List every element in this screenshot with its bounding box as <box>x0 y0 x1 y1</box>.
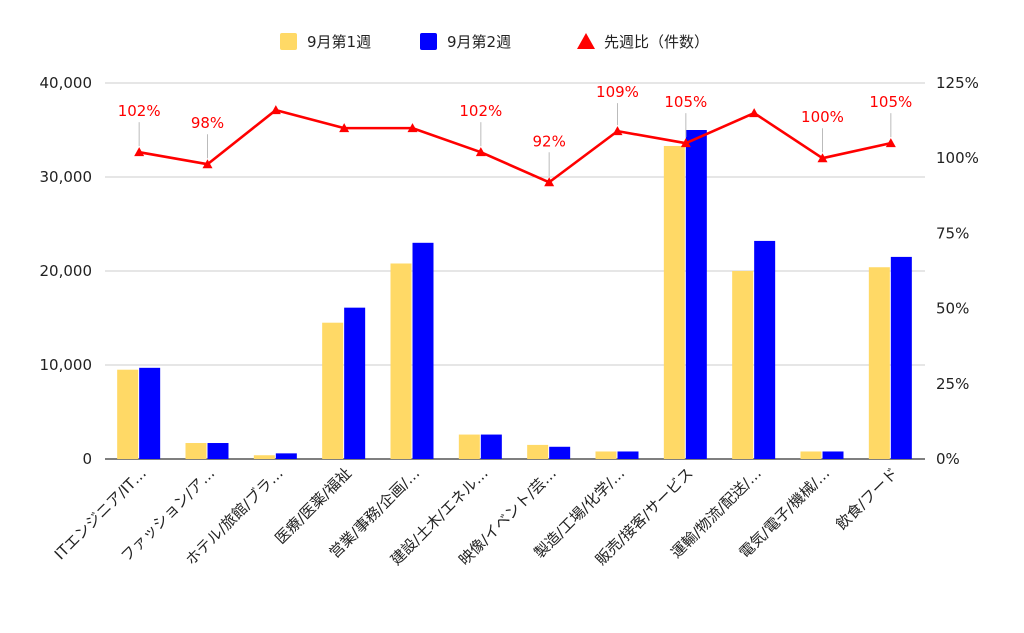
point-label: 92% <box>532 132 565 150</box>
ratio-line-path <box>138 108 892 184</box>
bar-1-5 <box>458 434 480 459</box>
ratio-point <box>885 138 896 148</box>
ratio-point <box>544 177 555 187</box>
y-right-tick-label: 125% <box>936 74 979 92</box>
point-label: 105% <box>664 93 707 111</box>
legend-label-1: 9月第1週 <box>307 33 371 51</box>
ratio-point <box>202 159 213 169</box>
legend-label-3: 先週比（件数） <box>604 33 709 51</box>
bar-2-8 <box>685 130 707 459</box>
bar-2-6 <box>549 446 571 459</box>
bar-1-11 <box>868 267 890 459</box>
bar-2-3 <box>344 307 366 459</box>
bar-2-2 <box>275 453 297 459</box>
ratio-point <box>680 138 691 148</box>
bar-1-0 <box>117 369 139 459</box>
bar-1-8 <box>663 145 685 460</box>
point-label: 105% <box>869 93 912 111</box>
y-axis-left: 0 10,000 20,000 30,000 40,000 <box>40 74 93 468</box>
bar-1-1 <box>185 443 207 459</box>
ratio-point <box>134 147 145 157</box>
bar-1-10 <box>800 451 822 459</box>
y-right-tick-label: 75% <box>936 224 969 242</box>
ratio-point <box>339 123 350 133</box>
bar-1-7 <box>595 451 617 459</box>
ratio-point <box>612 126 623 136</box>
bar-1-9 <box>732 271 754 459</box>
bar-2-9 <box>754 240 776 459</box>
bars <box>117 130 912 460</box>
bar-2-11 <box>890 256 912 459</box>
point-label: 100% <box>801 108 844 126</box>
legend-label-2: 9月第2週 <box>447 33 511 51</box>
y-left-tick-label: 10,000 <box>40 356 93 374</box>
ratio-point <box>475 147 486 157</box>
bar-2-1 <box>207 443 229 459</box>
y-left-tick-label: 30,000 <box>40 168 93 186</box>
ratio-point <box>407 123 418 133</box>
y-left-tick-label: 20,000 <box>40 262 93 280</box>
bar-2-5 <box>480 434 502 459</box>
y-axis-right: 0% 25% 50% 75% 100% 125% <box>936 74 979 468</box>
y-right-tick-label: 0% <box>936 450 960 468</box>
ratio-point <box>749 108 760 118</box>
bar-1-4 <box>390 263 412 459</box>
x-axis-labels: ITエンジニア/IT…ファッション/ア…ホテル/旅館/ブラ…医療/医薬/福祉営業… <box>51 464 902 569</box>
bar-1-6 <box>527 444 549 459</box>
ratio-point <box>270 105 281 115</box>
bar-2-10 <box>822 451 844 459</box>
point-label: 102% <box>118 102 161 120</box>
bar-1-2 <box>253 455 275 459</box>
y-right-tick-label: 50% <box>936 300 969 318</box>
legend: 9月第1週 9月第2週 先週比（件数） <box>280 33 709 51</box>
point-label: 109% <box>596 83 639 101</box>
point-label: 102% <box>459 102 502 120</box>
legend-swatch-1 <box>280 33 297 50</box>
point-label: 98% <box>191 114 224 132</box>
legend-marker-3 <box>577 33 595 49</box>
bar-2-0 <box>139 367 161 459</box>
bar-2-4 <box>412 242 434 459</box>
y-right-tick-label: 25% <box>936 375 969 393</box>
gridlines <box>105 82 925 460</box>
y-left-tick-label: 40,000 <box>40 74 93 92</box>
bar-1-3 <box>322 322 344 459</box>
category-label: 飲食/フード <box>832 464 901 533</box>
bar-2-7 <box>617 451 639 459</box>
ratio-point <box>817 153 828 163</box>
y-left-tick-label: 0 <box>82 450 92 468</box>
legend-swatch-2 <box>420 33 437 50</box>
ratio-line: 102% 98% 102% 92% 109% 105% 100% 105% <box>118 83 912 187</box>
y-right-tick-label: 100% <box>936 149 979 167</box>
